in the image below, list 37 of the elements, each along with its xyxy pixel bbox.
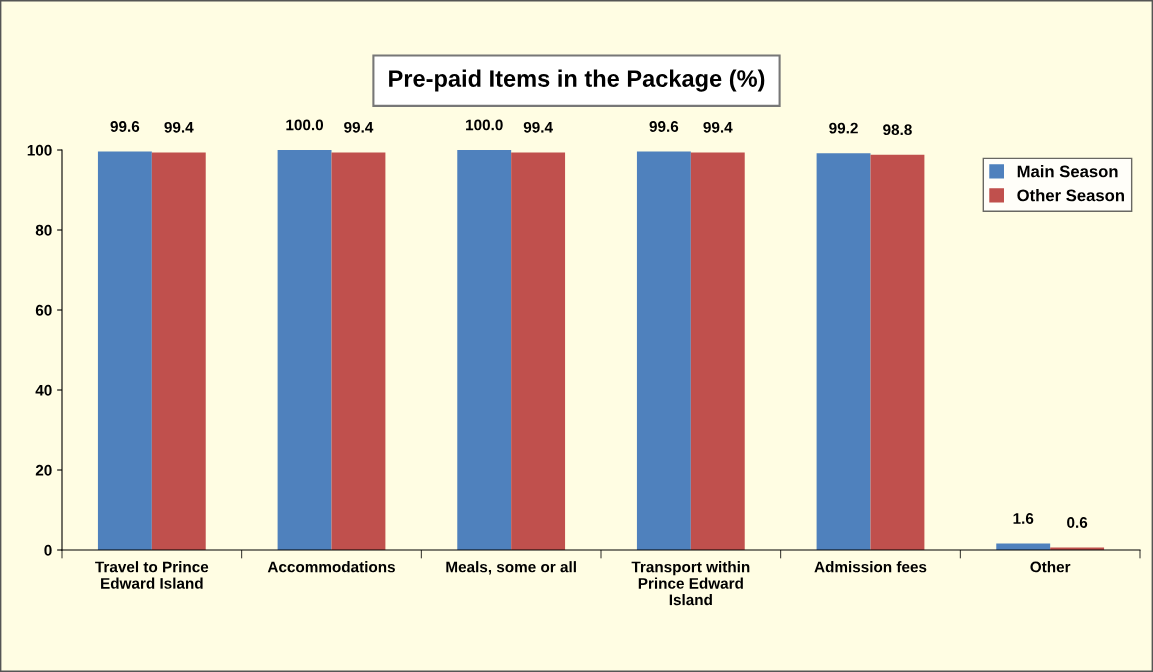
- legend-label: Main Season: [1017, 165, 1118, 178]
- bar: [636, 151, 691, 550]
- legend-label: Other Season: [1017, 189, 1124, 202]
- data-label: 99.4: [703, 121, 733, 133]
- data-label: 0.6: [1067, 517, 1088, 528]
- data-label: 100.0: [286, 119, 324, 131]
- bar: [816, 153, 871, 550]
- x-tick-label: Travel to Prince Edward Island: [95, 561, 209, 589]
- x-tick-label: Meals, some or all: [446, 561, 576, 575]
- bar: [151, 152, 206, 550]
- bar: [97, 151, 152, 550]
- x-tick-label: Admission fees: [814, 561, 927, 573]
- x-tick-label: Other: [1030, 561, 1071, 573]
- y-tick-label: 80: [35, 224, 52, 236]
- y-tick-label: 20: [35, 464, 52, 476]
- y-tick-label: 40: [35, 384, 52, 396]
- data-label: 100.0: [466, 119, 503, 131]
- bar: [457, 150, 512, 550]
- bar: [331, 152, 386, 550]
- data-label: 1.6: [1013, 513, 1034, 524]
- x-tick-label: Transport within Prince Edward Island: [631, 561, 750, 606]
- y-tick-label: 60: [35, 304, 52, 316]
- bar: [511, 152, 566, 550]
- data-label: 99.4: [523, 121, 553, 133]
- data-label: 99.2: [829, 122, 858, 134]
- bar: [690, 152, 745, 550]
- x-tick-label: Accommodations: [267, 561, 395, 573]
- data-label: 99.6: [110, 121, 140, 132]
- data-label: 99.4: [164, 121, 194, 133]
- bar: [870, 154, 925, 550]
- data-label: 98.8: [883, 124, 912, 136]
- bar: [277, 150, 332, 550]
- data-label: 99.6: [649, 121, 679, 132]
- data-label: 99.4: [344, 121, 374, 133]
- y-tick-label: 0: [44, 544, 52, 556]
- chart-title: Pre-paid Items in the Package (%): [389, 69, 765, 92]
- y-tick-label: 100: [27, 144, 52, 156]
